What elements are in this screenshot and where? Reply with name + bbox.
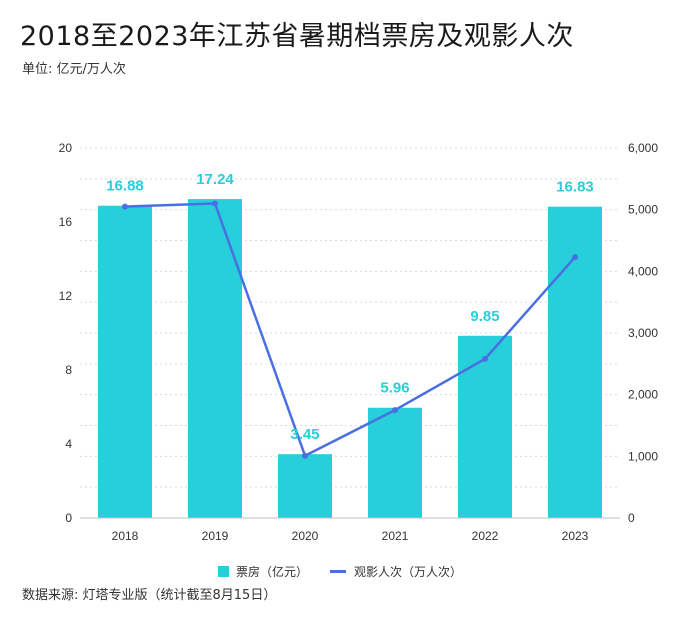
- x-tick-label: 2023: [562, 529, 589, 543]
- x-tick-label: 2019: [202, 529, 229, 543]
- y-left-tick-label: 16: [59, 215, 73, 229]
- bar-value-label: 17.24: [196, 171, 234, 188]
- y-left-tick-label: 8: [65, 363, 72, 377]
- x-tick-label: 2018: [112, 529, 139, 543]
- y-right-tick-label: 1,000: [628, 449, 658, 463]
- y-right-tick-label: 5,000: [628, 203, 658, 217]
- chart-title: 2018至2023年江苏省暑期档票房及观影人次: [20, 21, 574, 52]
- x-tick-label: 2020: [292, 529, 319, 543]
- y-left-tick-label: 0: [65, 511, 72, 525]
- y-left-tick-label: 4: [65, 437, 72, 451]
- source-note: 数据来源: 灯塔专业版（统计截至8月15日）: [22, 588, 277, 603]
- bar: [368, 407, 422, 518]
- bar-value-label: 5.96: [380, 380, 409, 397]
- bar-value-label: 3.45: [290, 426, 319, 443]
- bar-value-label: 16.83: [556, 179, 594, 196]
- bar-value-label: 16.88: [106, 178, 144, 195]
- line-point: [572, 254, 578, 261]
- x-tick-label: 2021: [382, 529, 409, 543]
- bar: [98, 205, 152, 518]
- legend-bar-swatch: [218, 566, 229, 577]
- line-series: [122, 200, 578, 459]
- y-left-tick-label: 20: [59, 141, 73, 155]
- bar: [188, 199, 242, 518]
- line-point: [212, 200, 218, 207]
- y-right-tick-label: 6,000: [628, 141, 658, 155]
- legend-line-label: 观影人次（万人次）: [354, 565, 462, 579]
- grid: [80, 147, 620, 488]
- y-right-tick-label: 0: [628, 511, 635, 525]
- y-left-tick-label: 12: [59, 289, 73, 303]
- y-right-tick-label: 2,000: [628, 388, 658, 402]
- line-point: [482, 355, 488, 362]
- chart-subtitle: 单位: 亿元/万人次: [22, 62, 126, 77]
- bar: [548, 206, 602, 518]
- data-labels: 16.88 17.24 3.45 5.96 9.85 16.83: [106, 171, 594, 443]
- legend: 票房（亿元） 观影人次（万人次）: [218, 564, 462, 579]
- bar: [458, 335, 512, 518]
- y-right-tick-label: 4,000: [628, 264, 658, 278]
- legend-bar-label: 票房（亿元）: [236, 564, 308, 579]
- line-point: [122, 203, 128, 210]
- bar: [278, 454, 332, 518]
- line-path: [124, 202, 576, 457]
- line-point: [302, 452, 308, 459]
- x-tick-label: 2022: [472, 529, 499, 543]
- line-point: [392, 407, 398, 414]
- axes: 0 4 8 12 16 20 0 1,000 2,000 3,000 4,000 5,000 6,000…: [59, 141, 659, 543]
- bars: [98, 199, 602, 518]
- y-right-tick-label: 3,000: [628, 326, 658, 340]
- bar-value-label: 9.85: [470, 308, 499, 325]
